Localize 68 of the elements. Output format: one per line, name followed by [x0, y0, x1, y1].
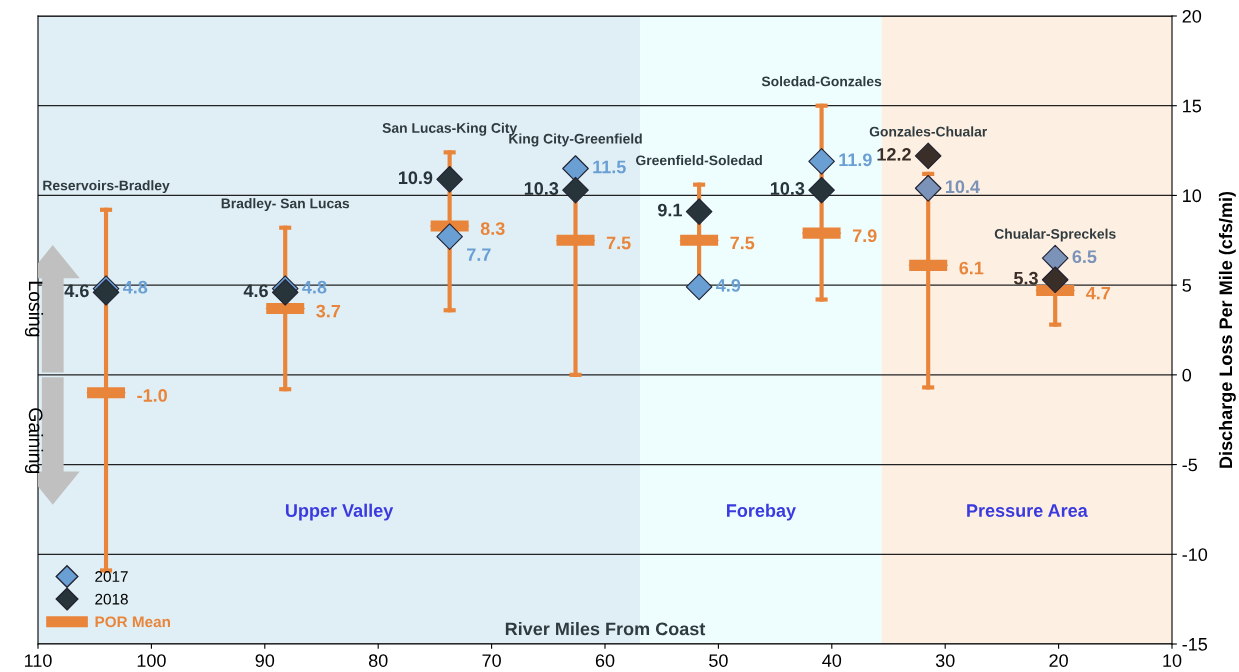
x-tick-label: 50	[709, 654, 728, 667]
data-label: 10.3	[770, 182, 805, 195]
legend-label: POR Mean	[95, 616, 170, 628]
data-label: 12.2	[877, 148, 911, 161]
data-label: 6.5	[1072, 250, 1097, 264]
x-tick-label: 20	[1049, 654, 1068, 667]
y-tick-label: 0	[1182, 368, 1192, 382]
annotation: Reservoirs-Bradley	[43, 180, 170, 194]
text: 7.5	[606, 236, 631, 250]
data-label: 4.6	[243, 284, 268, 298]
y-tick-label: -10	[1182, 548, 1208, 562]
data-label: 10.9	[398, 171, 433, 185]
y-tick-label: -15	[1182, 638, 1208, 651]
data-label: 5.3	[1013, 271, 1038, 285]
point	[685, 273, 713, 301]
x-tick-label: 90	[255, 654, 275, 667]
data-label: 9.1	[657, 203, 682, 217]
point	[436, 223, 463, 251]
legend-label: 2017	[95, 571, 128, 582]
text: 7.9	[852, 229, 877, 243]
text: 8.3	[480, 222, 505, 235]
y-tick-label: -5	[1182, 458, 1198, 472]
band-label: Pressure Area	[967, 504, 1088, 517]
annotation: Gaining	[24, 408, 44, 474]
x-tick-label: 110	[24, 654, 52, 667]
data-label: 4.6	[64, 284, 89, 298]
y-tick-label: 10	[1183, 189, 1202, 203]
annotation: Greenfield-Soledad	[636, 155, 762, 166]
point	[808, 176, 835, 204]
x-tick-label: 30	[935, 654, 955, 667]
x-axis-title: River Miles From Coast	[505, 622, 706, 636]
annotation: Gonzales-Chualar	[869, 126, 988, 137]
x-tick-label: 40	[822, 654, 842, 667]
annotation: Chualar-Spreckels	[994, 228, 1116, 242]
data-label: 11.5	[593, 160, 626, 174]
y-tick-label: 20	[1182, 9, 1202, 23]
x-tick-label: 80	[368, 654, 388, 667]
y-tick-label: 15	[1183, 99, 1202, 113]
text: 6.1	[959, 261, 984, 275]
text: 7.5	[730, 236, 755, 250]
data-label: 11.9	[839, 153, 872, 167]
point	[1041, 266, 1069, 294]
band-label: Forebay	[727, 503, 796, 521]
point	[1041, 244, 1069, 272]
legend-label: 2018	[95, 593, 128, 605]
point	[562, 176, 589, 204]
x-tick-label: 10	[1163, 654, 1182, 667]
data-label: 7.7	[467, 248, 491, 261]
y-tick-label: 5	[1182, 279, 1192, 292]
text: 3.7	[316, 304, 341, 318]
x-tick-label: 70	[482, 654, 501, 667]
x-tick-label: 60	[595, 654, 615, 667]
point	[436, 165, 463, 193]
annotation: Bradley- San Lucas	[221, 198, 350, 212]
annotation: Soledad-Gonzales	[761, 76, 882, 87]
point	[562, 155, 589, 182]
point	[685, 198, 713, 225]
point	[914, 142, 942, 170]
point	[914, 174, 942, 202]
y-axis-title: Discharge Loss Per Mile (cfs/mi)	[1218, 191, 1236, 468]
data-label: 10.4	[945, 180, 980, 194]
annotation: Losing	[24, 281, 44, 337]
text: 4.7	[1086, 286, 1111, 300]
data-label: 10.3	[524, 182, 559, 195]
band-label: Upper Valley	[285, 503, 394, 521]
x-tick-label: 100	[137, 654, 166, 667]
point	[808, 148, 835, 175]
text: -1.0	[137, 389, 167, 402]
